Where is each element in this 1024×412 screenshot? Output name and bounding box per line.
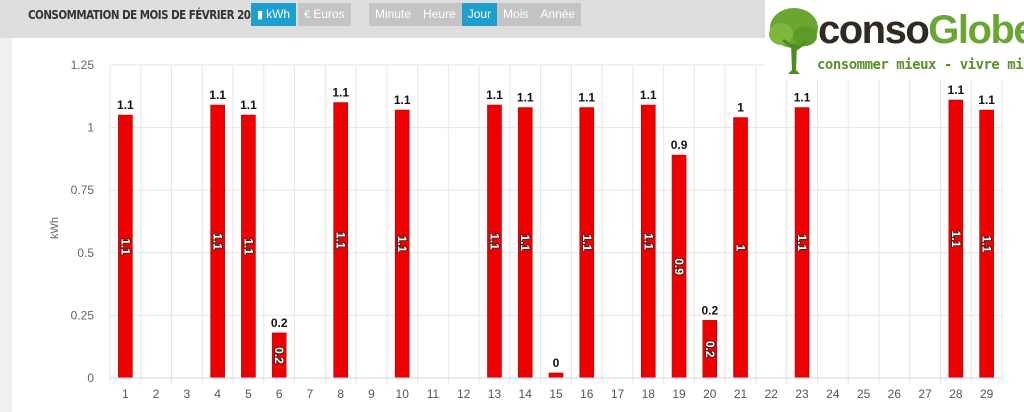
heure-button[interactable]: Heure [417,3,462,26]
bar-inner-label: 1.1 [118,238,132,255]
logo-tagline: consommer mieux - vivre mieux [817,57,1024,73]
x-tick-label: 26 [888,387,902,401]
x-tick-label: 8 [337,387,344,401]
logo-word-globe: Globe [928,8,1024,52]
euros-button[interactable]: € Euros [298,3,351,26]
consoglobe-logo[interactable]: consoGlobe consommer mieux - vivre mieux [765,0,1024,80]
bar-inner-label: 1.1 [211,233,225,250]
x-tick-label: 13 [488,387,502,401]
euros-button-label: Euros [313,7,345,21]
unit-button-group: ▮ kWh € Euros [251,3,351,26]
logo-word-conso: conso [818,8,930,52]
data-label: 1.1 [794,91,811,105]
x-tick-label: 21 [734,387,748,401]
data-label: 0.9 [671,138,688,152]
bar-inner-label: 1.1 [518,234,532,251]
x-tick-label: 10 [396,387,410,401]
period-button-group: Minute Heure Jour Mois Année [369,3,582,26]
x-tick-label: 6 [276,387,283,401]
bar-inner-label: 1.1 [580,234,594,251]
y-tick-label: 1.25 [71,58,95,72]
bar-inner-label: 1.1 [795,234,809,251]
bar-inner-label: 1.1 [334,232,348,249]
jour-button[interactable]: Jour [461,3,498,26]
y-tick-label: 0 [87,371,94,385]
x-tick-label: 1 [122,387,129,401]
tree-icon [769,8,818,74]
bar-inner-label: 1 [734,244,748,251]
data-label: 1 [737,101,744,115]
x-tick-label: 14 [519,387,533,401]
data-label: 1.1 [332,86,349,100]
minute-button[interactable]: Minute [369,3,418,26]
data-label: 1.1 [117,98,134,112]
x-tick-label: 15 [549,387,563,401]
x-tick-label: 4 [214,387,221,401]
mois-button[interactable]: Mois [497,3,535,26]
data-label: 0.2 [701,303,718,317]
x-tick-label: 17 [611,387,625,401]
data-label: 1.1 [640,88,657,102]
euro-icon: € [304,9,311,21]
bar [548,372,564,379]
data-label: 1.1 [240,98,257,112]
x-tick-label: 24 [826,387,840,401]
bar-inner-label: 0.9 [672,258,686,275]
x-tick-label: 18 [642,387,656,401]
x-tick-label: 7 [307,387,314,401]
x-tick-label: 27 [918,387,932,401]
data-label: 1.1 [209,88,226,102]
y-tick-label: 1 [87,121,94,135]
x-tick-label: 19 [672,387,686,401]
y-tick-label: 0.5 [77,246,94,260]
data-label: 1.1 [578,91,595,105]
y-tick-label: 0.25 [71,308,95,322]
data-label: 1.1 [978,93,995,107]
x-tick-label: 16 [580,387,594,401]
x-tick-label: 22 [765,387,779,401]
data-label: 1.1 [948,83,965,97]
bar-inner-label: 1.1 [949,231,963,248]
y-axis-title: kWh [49,217,61,239]
bar-inner-label: 1.1 [241,238,255,255]
data-label: 0 [553,356,560,370]
x-tick-label: 28 [949,387,963,401]
page-title: CONSOMMATION DE MOIS DE FÉVRIER 2020 [28,8,264,22]
data-label: 0.2 [271,316,288,330]
x-tick-label: 25 [857,387,871,401]
data-label: 1.1 [517,91,534,105]
x-tick-label: 12 [457,387,471,401]
x-tick-label: 29 [980,387,994,401]
bar-chart-icon: ▮ [257,9,264,21]
x-tick-label: 20 [703,387,717,401]
bar-inner-label: 1.1 [487,233,501,250]
bar-inner-label: 1.1 [980,236,994,253]
data-label: 1.1 [486,88,503,102]
bar-inner-label: 0.2 [703,341,717,358]
x-tick-label: 2 [153,387,160,401]
bar-inner-label: 1.1 [395,236,409,253]
y-tick-label: 0.75 [71,183,95,197]
bar-inner-label: 0.2 [272,347,286,364]
x-tick-label: 11 [427,387,440,401]
x-tick-label: 3 [184,387,191,401]
logo-wordmark: consoGlobe [818,8,1024,53]
x-tick-label: 23 [795,387,809,401]
x-tick-label: 9 [368,387,375,401]
annee-button[interactable]: Année [534,3,582,26]
chart-panel: 0 0.25 0.5 0.75 1 1.25 kWh 1 1.1 1.1 2 3 4 1.1 1.1 5 1.1… [12,38,1024,412]
bar-inner-label: 1.1 [641,233,655,250]
x-tick-label: 5 [245,387,252,401]
kwh-button[interactable]: ▮ kWh [251,3,297,26]
data-label: 1.1 [394,93,411,107]
kwh-button-label: kWh [266,7,291,21]
